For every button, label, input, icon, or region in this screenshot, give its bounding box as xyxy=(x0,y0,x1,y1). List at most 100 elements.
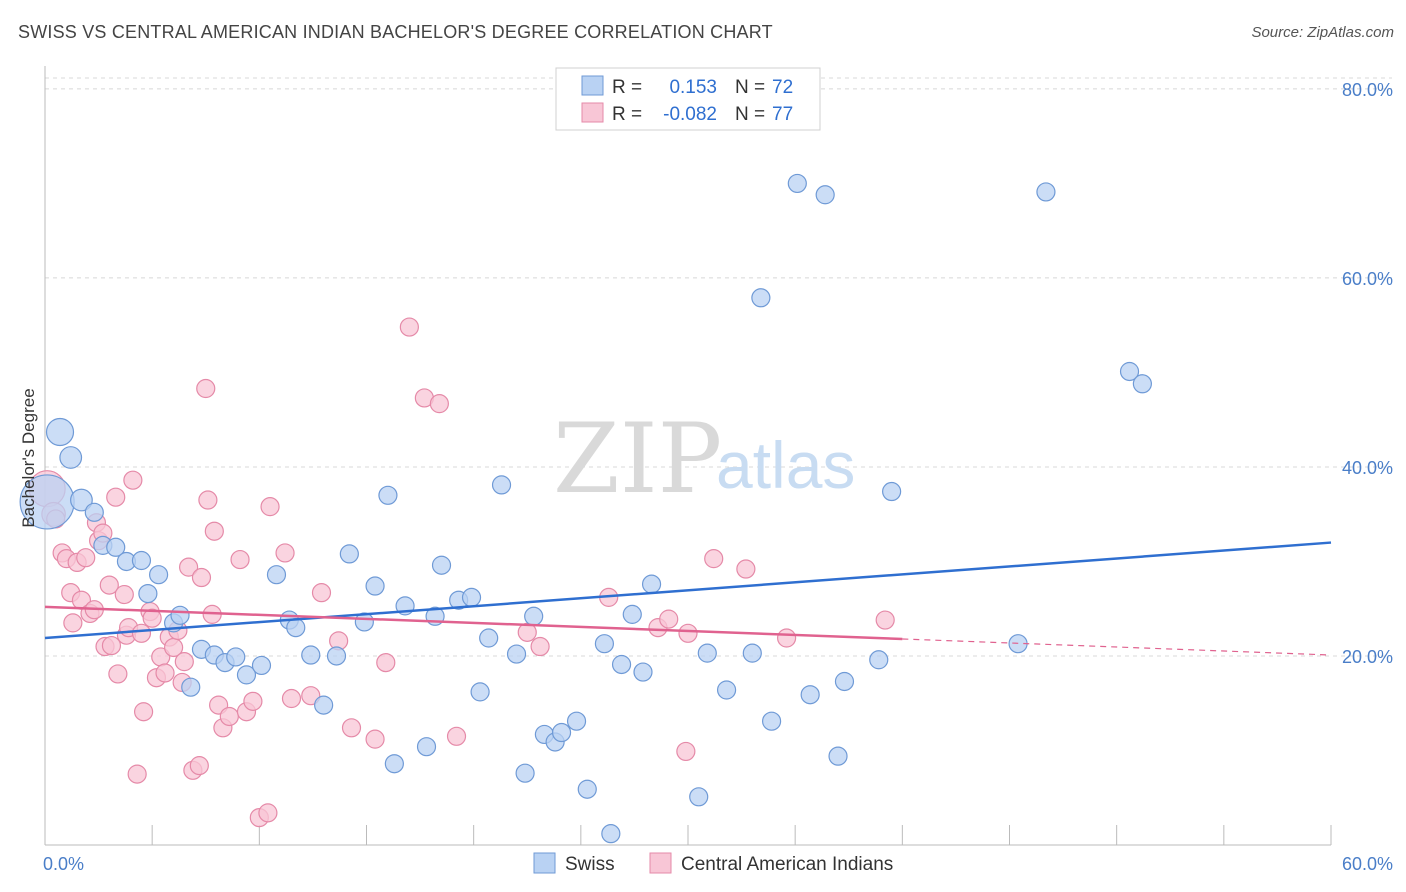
swiss-point-48 xyxy=(594,634,615,654)
cai-point-59 xyxy=(341,718,362,738)
swiss-point-59 xyxy=(751,288,771,308)
cai-point-16 xyxy=(99,575,119,595)
legend-swiss-n-value: 72 xyxy=(772,77,793,98)
trend-line-cai-extension xyxy=(902,638,1332,656)
bottom-legend-label-swiss: Swiss xyxy=(565,854,615,875)
cai-point-39 xyxy=(189,756,209,776)
cai-point-36 xyxy=(174,652,194,672)
trend-line-swiss xyxy=(44,541,1332,640)
cai-point-31 xyxy=(155,663,175,683)
swiss-point-53 xyxy=(641,574,662,594)
swiss-point-10 xyxy=(148,565,169,585)
cai-point-42 xyxy=(198,490,218,510)
cai-point-40 xyxy=(191,567,212,588)
cai-point-65 xyxy=(446,726,467,746)
swiss-point-60 xyxy=(787,173,807,194)
cai-point-62 xyxy=(399,317,419,337)
legend-box: R = 0.153 N = 72 R = -0.082 N = 77 xyxy=(555,67,821,131)
swiss-point-9 xyxy=(138,583,158,604)
watermark: ZIP atlas xyxy=(553,403,855,515)
swiss-point-41 xyxy=(515,763,535,783)
swiss-point-24 xyxy=(314,695,334,715)
cai-point-57 xyxy=(311,583,332,603)
swiss-point-45 xyxy=(551,722,572,743)
swiss-point-47 xyxy=(577,779,597,799)
swiss-point-39 xyxy=(491,475,512,495)
swiss-point-69 xyxy=(1119,361,1140,382)
cai-point-48 xyxy=(230,549,250,570)
x-tick-label-0: 0.0% xyxy=(43,854,84,874)
gridlines xyxy=(45,77,1392,657)
swiss-point-28 xyxy=(365,576,385,596)
trend-line-cai xyxy=(44,605,903,641)
swiss-point-23 xyxy=(301,645,321,665)
cai-point-28 xyxy=(142,608,162,628)
cai-point-18 xyxy=(106,487,126,507)
x-tick-label-1: 60.0% xyxy=(1342,854,1393,874)
cai-point-47 xyxy=(219,706,239,727)
swiss-point-17 xyxy=(226,647,246,667)
legend-cai-r-value: -0.082 xyxy=(663,104,717,125)
cai-point-73 xyxy=(704,549,724,569)
cai-point-71 xyxy=(676,741,696,762)
cai-point-19 xyxy=(108,664,128,684)
cai-point-52 xyxy=(258,803,278,823)
bottom-legend: Swiss Central American Indians xyxy=(533,852,893,875)
legend-cai-r-label: R = xyxy=(612,104,642,125)
swiss-point-46 xyxy=(566,711,587,731)
swiss-point-64 xyxy=(828,746,848,766)
swiss-point-32 xyxy=(416,737,437,757)
swiss-point-42 xyxy=(524,606,544,626)
swiss-point-1 xyxy=(45,417,75,447)
swiss-point-40 xyxy=(506,644,527,664)
cai-point-75 xyxy=(776,628,797,648)
swiss-point-50 xyxy=(611,654,632,675)
cai-point-23 xyxy=(123,470,143,490)
cai-point-50 xyxy=(243,691,263,711)
legend-swiss-r-value: 0.153 xyxy=(669,77,717,98)
legend-cai-n-value: 77 xyxy=(772,104,793,125)
swiss-point-20 xyxy=(266,565,287,585)
swiss-point-34 xyxy=(431,555,452,575)
cai-point-76 xyxy=(875,610,895,630)
swiss-point-62 xyxy=(815,185,835,205)
cai-point-26 xyxy=(133,702,154,722)
cai-point-53 xyxy=(260,497,280,517)
swiss-point-6 xyxy=(106,537,126,557)
swiss-point-49 xyxy=(601,824,621,844)
series-swiss-points xyxy=(19,173,1152,844)
swiss-point-19 xyxy=(251,655,272,676)
swiss-point-4 xyxy=(84,502,104,522)
cai-point-72 xyxy=(678,623,698,643)
trend-lines xyxy=(44,541,1332,656)
cai-point-67 xyxy=(530,636,550,657)
cai-point-6 xyxy=(63,613,83,633)
chart-title: SWISS VS CENTRAL AMERICAN INDIAN BACHELO… xyxy=(18,22,773,42)
swiss-point-66 xyxy=(882,481,902,502)
y-tick-label-2: 60.0% xyxy=(1342,269,1393,289)
cai-point-20 xyxy=(114,584,134,605)
swiss-point-61 xyxy=(800,685,820,705)
cai-point-60 xyxy=(365,729,385,749)
cai-point-17 xyxy=(101,635,122,656)
swiss-point-65 xyxy=(869,650,889,670)
cai-point-44 xyxy=(204,521,224,541)
cai-point-24 xyxy=(127,764,147,784)
y-axis-label: Bachelor's Degree xyxy=(19,388,38,527)
swiss-point-70 xyxy=(1132,374,1152,394)
legend-swiss-r-label: R = xyxy=(612,77,642,98)
swiss-point-55 xyxy=(697,643,717,663)
cai-point-64 xyxy=(429,394,449,414)
swiss-point-2 xyxy=(59,446,83,469)
swiss-point-57 xyxy=(742,643,762,663)
y-tick-label-1: 40.0% xyxy=(1342,458,1393,478)
cai-point-54 xyxy=(275,543,295,563)
swiss-point-38 xyxy=(479,628,499,648)
swiss-point-8 xyxy=(131,550,152,571)
swiss-point-25 xyxy=(326,646,347,666)
swiss-point-63 xyxy=(834,671,855,692)
cai-point-56 xyxy=(301,686,321,706)
swiss-point-67 xyxy=(1036,182,1056,202)
cai-point-74 xyxy=(736,559,756,579)
swiss-point-30 xyxy=(378,485,398,505)
